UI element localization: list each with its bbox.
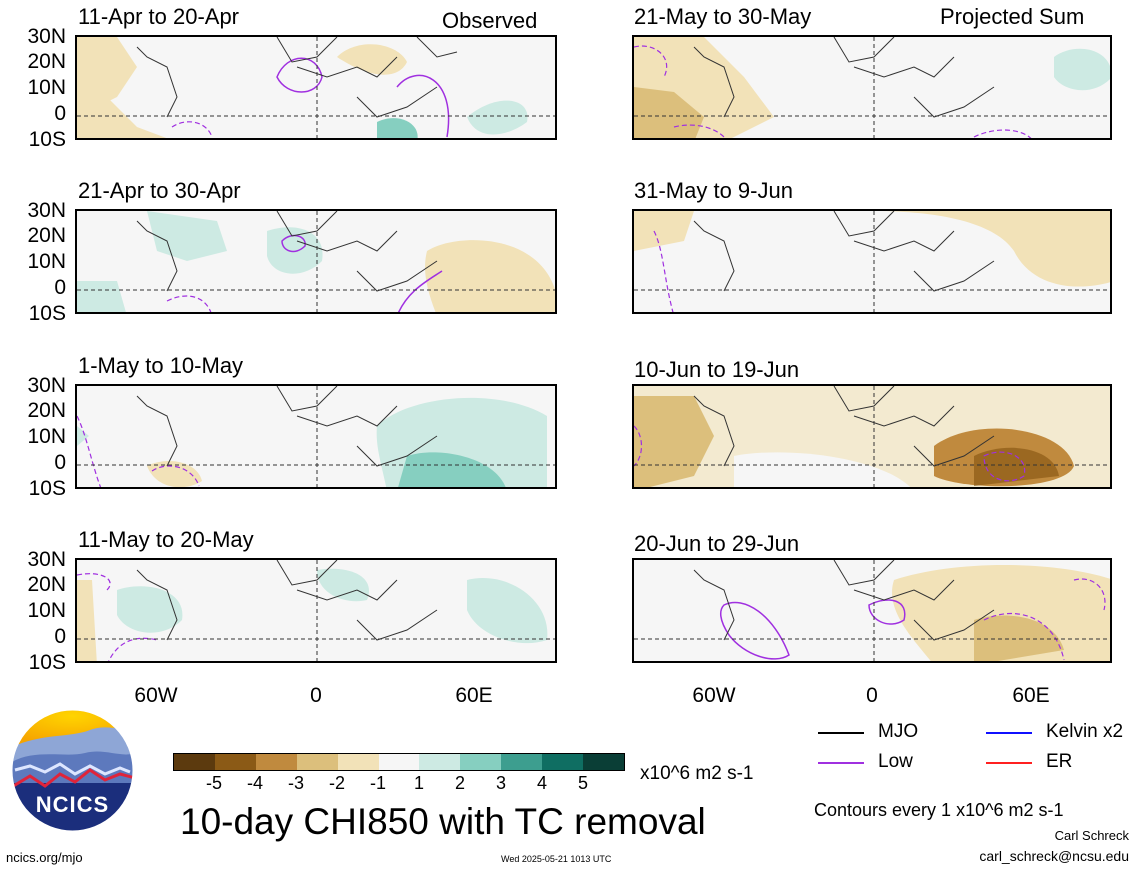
map-panel-observed-2 [75,209,557,314]
colorbar-swatch [583,754,624,770]
lat-label: 20N [27,224,66,247]
colorbar-swatch [542,754,584,770]
colorbar-units: x10^6 m2 s-1 [640,763,754,784]
lon-label: 0 [310,684,322,707]
lon-label: 60E [455,684,493,707]
panel-title-left-2: 21-Apr to 30-Apr [78,178,241,203]
timestamp: Wed 2025-05-21 1013 UTC [501,854,612,864]
figure-title: 10-day CHI850 with TC removal [180,801,706,842]
lat-label: 10N [27,250,66,273]
colorbar-tick-label: -2 [328,773,345,793]
lon-label: 60E [1012,684,1050,707]
lat-label: 0 [54,102,66,125]
lat-label: 10S [28,477,66,500]
lon-label: 60W [134,684,178,707]
author-credit: Carl Schreck [1054,828,1129,843]
colorbar-swatch [174,754,215,770]
map-panel-projected-3 [632,384,1112,489]
panel-title-left-4: 11-May to 20-May [78,527,254,552]
legend-label-mjo: MJO [878,721,919,742]
lat-label: 30N [27,25,66,48]
lat-label: 30N [27,548,66,571]
colorbar-tick-label: -4 [246,773,263,793]
legend: MJO Kelvin x2 Low ER [818,719,1128,779]
panel-title-right-4: 20-Jun to 29-Jun [634,531,800,556]
colorbar-tick-label: 3 [495,773,506,793]
lat-label: 0 [54,625,66,648]
colorbar-swatch [419,754,461,770]
colorbar-swatch [214,754,256,770]
lat-label: 30N [27,374,66,397]
colorbar-tick-label: 5 [577,773,588,793]
author-email: carl_schreck@ncsu.edu [979,848,1129,864]
colorbar-tick-label: 2 [454,773,465,793]
lat-label: 10S [28,128,66,151]
legend-label-low: Low [878,751,913,772]
contours-note: Contours every 1 x10^6 m2 s-1 [814,800,1064,820]
legend-label-kelvin: Kelvin x2 [1046,721,1124,742]
map-panel-observed-3 [75,384,557,489]
map-panel-projected-2 [632,209,1112,314]
panel-title-right-2: 31-May to 9-Jun [634,178,793,203]
ncics-logo: NCICS [10,708,135,833]
colorbar-swatch [296,754,338,770]
lat-label: 10N [27,425,66,448]
legend-line-mjo [818,732,864,734]
lat-label: 10S [28,302,66,325]
colorbar-swatch [337,754,379,770]
map-panel-observed-1 [75,35,557,140]
site-url: ncics.org/mjo [6,850,83,865]
colorbar-swatches [173,753,625,771]
colorbar-tick-label: -5 [205,773,222,793]
colorbar-tick-label: 1 [413,773,424,793]
observed-label: Observed [442,8,538,33]
colorbar-swatch [378,754,420,770]
panel-title-left-3: 1-May to 10-May [78,353,244,378]
colorbar: -5 -4 -3 -2 -1 1 2 3 4 5 [173,753,625,793]
colorbar-tick-label: 4 [536,773,547,793]
panel-title-right-1: 21-May to 30-May [634,4,812,29]
panel-title-left-1: 11-Apr to 20-Apr [78,4,240,29]
lat-label: 10N [27,599,66,622]
logo-text: NCICS [35,792,110,817]
map-panel-projected-4 [632,558,1112,663]
map-panel-observed-4 [75,558,557,663]
lat-label: 20N [27,50,66,73]
lat-label: 20N [27,399,66,422]
projected-sum-label: Projected Sum [940,4,1085,29]
colorbar-swatch [255,754,297,770]
colorbar-tick-label: -3 [287,773,304,793]
lat-label: 30N [27,199,66,222]
map-panel-projected-1 [632,35,1112,140]
lat-label: 10S [28,651,66,674]
lat-label: 0 [54,276,66,299]
legend-line-kelvin [986,732,1032,734]
lat-label: 20N [27,573,66,596]
legend-line-er [986,762,1032,764]
legend-label-er: ER [1046,751,1073,772]
lon-label: 0 [866,684,878,707]
lat-label: 10N [27,76,66,99]
lon-label: 60W [692,684,736,707]
colorbar-swatch [501,754,543,770]
lat-label: 0 [54,451,66,474]
legend-line-low [818,762,864,764]
panel-title-right-3: 10-Jun to 19-Jun [634,357,800,382]
colorbar-tick-label: -1 [369,773,386,793]
colorbar-swatch [460,754,502,770]
